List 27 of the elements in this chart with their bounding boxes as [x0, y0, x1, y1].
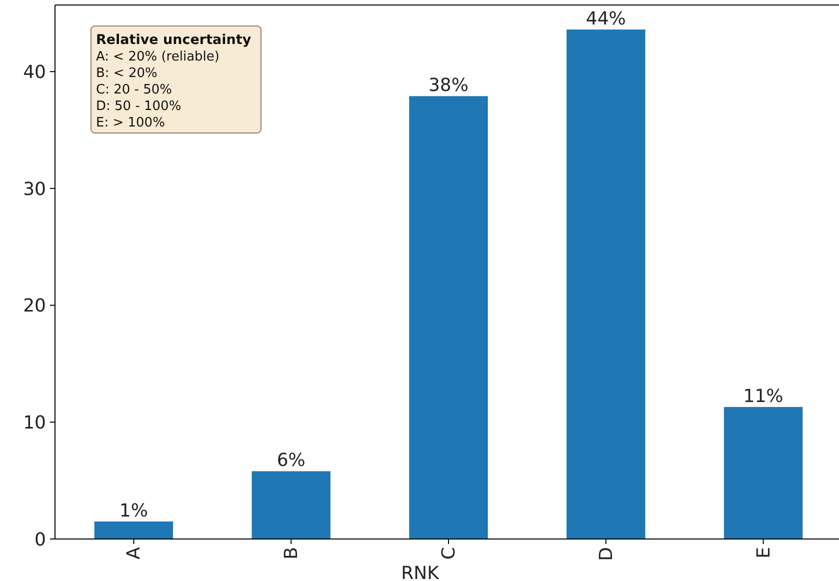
x-tick-label: A [124, 546, 145, 560]
x-tick-label: C [438, 547, 460, 560]
annotation: C: 20 - 50% [96, 82, 172, 98]
data-label: 1% [119, 500, 148, 522]
x-tick-label: E [753, 547, 774, 558]
annotation: B: < 20% [96, 66, 158, 81]
data-label: 11% [743, 386, 784, 407]
data-label: 38% [428, 75, 469, 96]
data-label: 44% [586, 8, 626, 30]
annotation: Relative uncertainty [96, 32, 252, 48]
annotation: D: 50 - 100% [96, 99, 182, 114]
annotation: E: > 100% [96, 116, 165, 130]
bar [566, 30, 646, 539]
x-tick-label: B [281, 547, 302, 560]
y-tick-label: 30 [23, 178, 46, 200]
x-tick-label: D [596, 547, 617, 561]
bar [252, 471, 330, 539]
y-tick-label: 10 [23, 412, 46, 434]
bar [94, 521, 174, 539]
y-tick-label: 20 [23, 296, 46, 317]
x-axis-title: RNK [401, 563, 440, 581]
bar [724, 406, 803, 539]
bar [409, 96, 488, 539]
y-tick-label: 0 [34, 529, 46, 550]
y-tick-label: 40 [23, 62, 46, 83]
data-label: 6% [276, 450, 306, 472]
annotation: A: < 20% (reliable) [96, 50, 220, 64]
